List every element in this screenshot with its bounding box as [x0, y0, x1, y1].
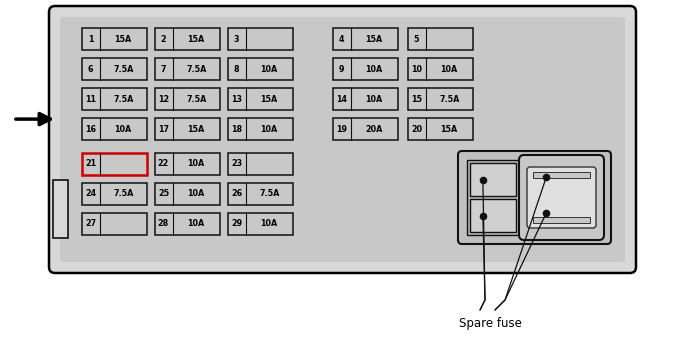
Bar [82, 183, 147, 205]
Text: 2: 2 [160, 34, 167, 44]
Bar [228, 58, 293, 80]
Text: 27: 27 [85, 219, 96, 228]
Bar [408, 28, 473, 50]
Text: 10A: 10A [441, 65, 458, 73]
Text: 16: 16 [85, 124, 96, 134]
Text: 10A: 10A [261, 65, 278, 73]
Text: 9: 9 [339, 65, 344, 73]
Bar [333, 118, 398, 140]
Text: 28: 28 [158, 219, 169, 228]
Text: 7.5A: 7.5A [113, 65, 133, 73]
Bar [53, 180, 68, 238]
Text: 10A: 10A [187, 190, 205, 198]
Text: 19: 19 [336, 124, 347, 134]
Text: 22: 22 [158, 160, 169, 169]
Text: 6: 6 [87, 65, 93, 73]
Text: 15A: 15A [187, 34, 205, 44]
Text: 13: 13 [231, 95, 242, 103]
Text: 3: 3 [234, 34, 239, 44]
Bar [228, 88, 293, 110]
Bar [408, 118, 473, 140]
Text: 15A: 15A [115, 34, 132, 44]
Text: 7.5A: 7.5A [186, 95, 206, 103]
Bar [155, 28, 220, 50]
Text: 14: 14 [336, 95, 347, 103]
Bar [533, 172, 590, 178]
Text: 29: 29 [231, 219, 242, 228]
Bar [155, 88, 220, 110]
Text: 20A: 20A [366, 124, 383, 134]
Text: 7.5A: 7.5A [186, 65, 206, 73]
Bar [155, 153, 220, 175]
Text: 15A: 15A [261, 95, 278, 103]
Text: 21: 21 [85, 160, 96, 169]
Bar [82, 88, 147, 110]
Bar [470, 199, 516, 232]
Text: 7.5A: 7.5A [113, 190, 133, 198]
Bar [333, 28, 398, 50]
Text: 7.5A: 7.5A [113, 95, 133, 103]
Bar [408, 58, 473, 80]
Text: 12: 12 [158, 95, 169, 103]
Text: 15A: 15A [187, 124, 205, 134]
Text: 10A: 10A [261, 124, 278, 134]
Bar [82, 118, 147, 140]
Text: 5: 5 [414, 34, 419, 44]
Text: 10A: 10A [187, 160, 205, 169]
Text: 20: 20 [411, 124, 422, 134]
Text: 11: 11 [85, 95, 96, 103]
Bar [82, 153, 147, 175]
FancyBboxPatch shape [458, 151, 611, 244]
Text: 10A: 10A [261, 219, 278, 228]
Text: 10A: 10A [115, 124, 132, 134]
Text: 1: 1 [87, 34, 93, 44]
FancyBboxPatch shape [519, 155, 604, 240]
Text: 15A: 15A [366, 34, 383, 44]
Bar [155, 118, 220, 140]
Text: 18: 18 [231, 124, 242, 134]
Bar [228, 153, 293, 175]
Text: 25: 25 [158, 190, 169, 198]
Bar [228, 213, 293, 235]
Text: 15: 15 [411, 95, 422, 103]
Text: 15A: 15A [441, 124, 458, 134]
FancyBboxPatch shape [49, 6, 636, 273]
Bar [82, 58, 147, 80]
Text: 10A: 10A [187, 219, 205, 228]
Bar [228, 118, 293, 140]
Text: 8: 8 [234, 65, 239, 73]
Bar [408, 88, 473, 110]
FancyBboxPatch shape [60, 17, 625, 262]
Text: 10A: 10A [366, 95, 383, 103]
Bar [155, 183, 220, 205]
Text: Spare fuse: Spare fuse [459, 317, 521, 330]
Text: 26: 26 [231, 190, 242, 198]
Bar [533, 217, 590, 223]
FancyBboxPatch shape [527, 167, 596, 228]
Text: 24: 24 [85, 190, 96, 198]
Text: 10A: 10A [366, 65, 383, 73]
Text: 7.5A: 7.5A [259, 190, 280, 198]
Text: 7: 7 [161, 65, 166, 73]
Bar [333, 88, 398, 110]
Bar [470, 163, 516, 196]
Text: 7.5A: 7.5A [439, 95, 459, 103]
Text: 4: 4 [339, 34, 344, 44]
Bar [155, 213, 220, 235]
Text: 10: 10 [411, 65, 422, 73]
Bar [333, 58, 398, 80]
Bar [467, 160, 519, 235]
Bar [82, 213, 147, 235]
Bar [82, 28, 147, 50]
Bar [228, 28, 293, 50]
Bar [228, 183, 293, 205]
Text: 17: 17 [158, 124, 169, 134]
Text: 23: 23 [231, 160, 242, 169]
Bar [155, 58, 220, 80]
